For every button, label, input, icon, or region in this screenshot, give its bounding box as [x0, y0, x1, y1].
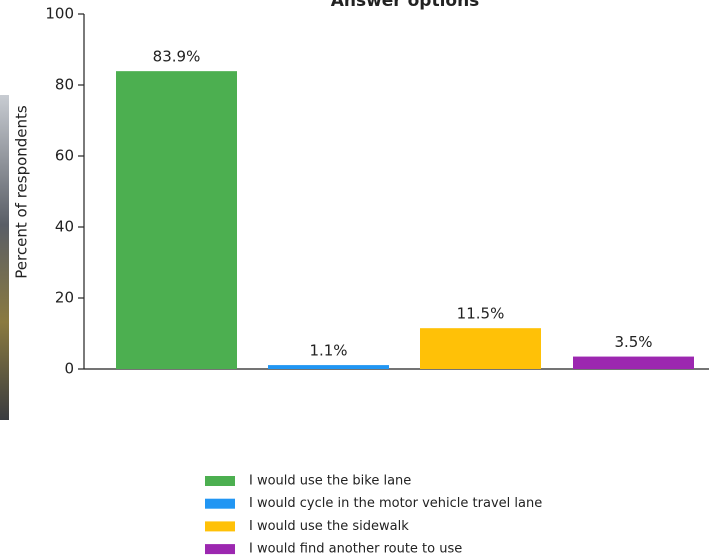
y-tick-label: 100	[45, 5, 74, 23]
bar	[268, 365, 389, 369]
data-label: 83.9%	[153, 48, 201, 66]
data-label: 3.5%	[614, 333, 652, 351]
y-axis-label: Percent of respondents	[13, 105, 31, 279]
y-tick-label: 20	[55, 289, 74, 307]
y-tick-label: 0	[64, 360, 74, 378]
y-tick-label: 80	[55, 76, 74, 94]
bar	[116, 71, 237, 369]
legend-label: I would find another route to use	[249, 542, 462, 557]
legend-label: I would use the bike lane	[249, 474, 411, 489]
legend-label: I would cycle in the motor vehicle trave…	[249, 496, 542, 511]
background-photo-edge	[0, 95, 9, 420]
bar	[573, 356, 694, 369]
chart-title: Answer options	[331, 0, 480, 11]
data-label: 1.1%	[309, 342, 347, 360]
legend-swatch	[205, 521, 235, 532]
legend-swatch	[205, 498, 235, 509]
legend-label: I would use the sidewalk	[249, 519, 409, 534]
bar	[420, 328, 541, 369]
legend-swatch	[205, 544, 235, 555]
legend-swatch	[205, 476, 235, 486]
data-label: 11.5%	[457, 305, 505, 323]
y-tick-label: 60	[55, 147, 74, 165]
y-tick-label: 40	[55, 218, 74, 236]
